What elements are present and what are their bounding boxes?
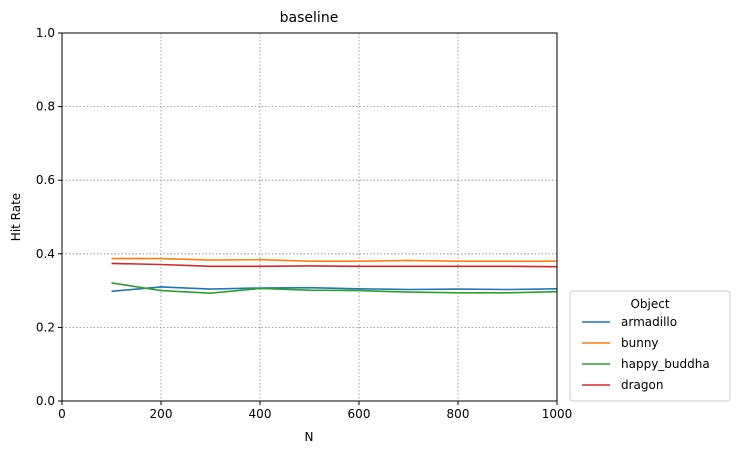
y-tick-label: 0.6	[36, 173, 55, 187]
x-tick-label: 0	[58, 407, 66, 421]
legend-box	[569, 290, 731, 402]
y-tick-label: 0.0	[36, 394, 55, 408]
series-line-armadillo	[111, 286, 558, 293]
y-tick-label: 0.8	[36, 100, 55, 114]
y-tick-label: 0.4	[36, 247, 55, 261]
x-axis-label: N	[305, 430, 314, 444]
x-tick-label: 600	[348, 407, 371, 421]
x-tick-label: 400	[249, 407, 272, 421]
x-axis: 0 200 400 600 800 1000	[58, 401, 572, 421]
series-line-dragon	[111, 262, 558, 268]
y-axis: 0.0 0.2 0.4 0.6 0.8 1.0	[36, 26, 62, 408]
legend-label-dragon: dragon	[621, 378, 663, 392]
chart-title: baseline	[280, 10, 339, 26]
x-tick-label: 200	[150, 407, 173, 421]
series-line-happy-buddha	[111, 282, 558, 295]
y-axis-label: Hit Rate	[9, 193, 23, 241]
series-lines	[111, 257, 558, 295]
legend-label-bunny: bunny	[621, 336, 659, 350]
legend-label-armadillo: armadillo	[621, 315, 677, 329]
plot-frame	[61, 32, 558, 402]
y-tick-label: 0.2	[36, 320, 55, 334]
legend-title: Object	[630, 297, 669, 311]
y-tick-label: 1.0	[36, 26, 55, 40]
series-line-bunny	[111, 257, 557, 263]
x-tick-label: 800	[447, 407, 470, 421]
grid-lines	[62, 33, 557, 401]
x-tick-label: 1000	[542, 407, 573, 421]
legend-label-happy-buddha: happy_buddha	[621, 357, 710, 371]
